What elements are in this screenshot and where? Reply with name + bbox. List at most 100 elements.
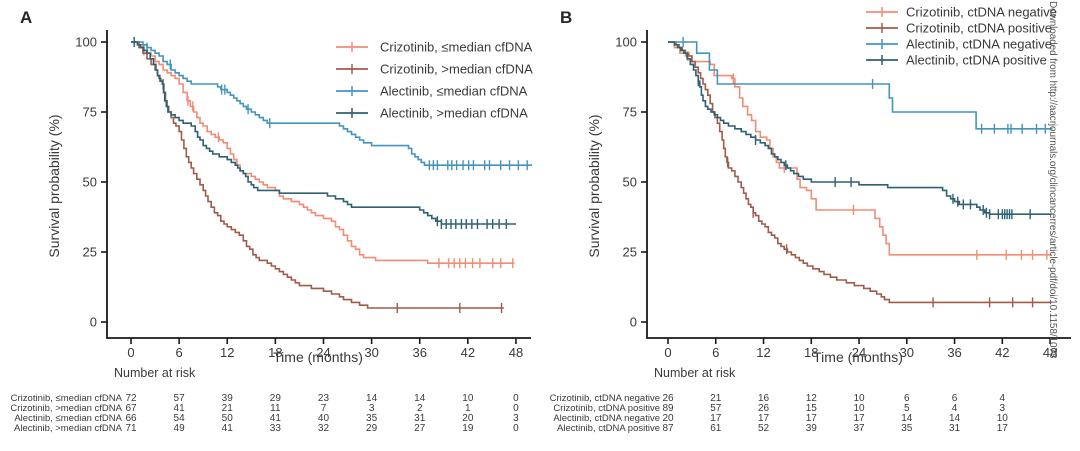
- risk-count: 20: [662, 413, 674, 424]
- risk-count: 19: [462, 423, 474, 434]
- km-curve-1: [668, 41, 1052, 304]
- panel-a-risk-table-heading: Number at risk: [114, 366, 196, 380]
- y-tick-label: 25: [623, 245, 637, 260]
- risk-row-label: Crizotinib, >median cfDNA: [10, 403, 122, 414]
- risk-count: 35: [366, 413, 378, 424]
- risk-row-label: Crizotinib, ctDNA negative: [550, 393, 660, 404]
- axes: [106, 30, 531, 339]
- risk-row-label: Alectinib, ctDNA positive: [557, 423, 660, 434]
- legend-label: Alectinib, ctDNA positive: [906, 53, 1047, 68]
- panel-b: B Survival probability (%) 0 6 12 18 24 30 36 4…: [540, 0, 1080, 451]
- x-tick-label: 18: [268, 345, 282, 360]
- risk-count: 41: [174, 403, 186, 414]
- risk-count: 0: [513, 393, 519, 404]
- risk-count: 21: [710, 393, 722, 404]
- risk-count: 14: [949, 413, 961, 424]
- y-tick-label: 50: [83, 175, 97, 190]
- km-curve-2: [668, 41, 1053, 130]
- risk-count: 6: [904, 393, 910, 404]
- risk-count: 27: [414, 423, 426, 434]
- legend-label: Alectinib, ≤median cfDNA: [380, 84, 528, 99]
- x-tick-label: 0: [127, 345, 134, 360]
- risk-count: 52: [758, 423, 770, 434]
- x-tick-label: 18: [804, 345, 818, 360]
- x-tick-label: 36: [947, 345, 961, 360]
- km-curve-0: [668, 41, 1052, 256]
- risk-count: 87: [662, 423, 674, 434]
- risk-count: 10: [853, 403, 865, 414]
- legend-label: Crizotinib, ≤median cfDNA: [380, 40, 533, 55]
- risk-count: 32: [318, 423, 330, 434]
- risk-count: 7: [321, 403, 327, 414]
- risk-count: 4: [1000, 393, 1006, 404]
- x-tick-label: 30: [900, 345, 914, 360]
- panel-b-risk-table-heading: Number at risk: [654, 366, 736, 380]
- risk-count: 23: [318, 393, 330, 404]
- x-tick-label: 24: [316, 345, 330, 360]
- x-tick-label: 42: [461, 345, 475, 360]
- legend-label: Crizotinib, ctDNA positive: [906, 21, 1052, 36]
- risk-count: 66: [125, 413, 137, 424]
- risk-count: 0: [513, 403, 519, 414]
- risk-count: 35: [901, 423, 913, 434]
- risk-row-label: Crizotinib, ≤median cfDNA: [11, 393, 123, 404]
- x-tick-label: 48: [1043, 345, 1057, 360]
- risk-count: 61: [710, 423, 722, 434]
- y-tick-label: 100: [615, 35, 637, 50]
- risk-count: 40: [318, 413, 330, 424]
- risk-count: 41: [222, 423, 234, 434]
- risk-count: 41: [270, 413, 282, 424]
- x-tick-label: 36: [412, 345, 426, 360]
- y-tick-label: 50: [623, 175, 637, 190]
- risk-count: 26: [758, 403, 770, 414]
- panel-a: A Survival probability (%) 0 6 12 18 24 30 36 4…: [10, 8, 533, 434]
- x-tick-label: 6: [176, 345, 183, 360]
- risk-count: 31: [414, 413, 426, 424]
- risk-count: 50: [222, 413, 234, 424]
- risk-row-label: Alectinib, ≤median cfDNA: [14, 413, 122, 424]
- risk-row-label: Alectinib, >median cfDNA: [14, 423, 123, 434]
- risk-count: 14: [414, 393, 426, 404]
- x-tick-label: 0: [664, 345, 671, 360]
- risk-count: 2: [417, 403, 423, 414]
- risk-count: 3: [513, 413, 519, 424]
- risk-count: 37: [853, 423, 865, 434]
- panel-b-label: B: [560, 8, 573, 27]
- risk-count: 10: [853, 393, 865, 404]
- km-curve-3: [668, 41, 1052, 215]
- risk-count: 11: [270, 403, 281, 414]
- legend-label: Crizotinib, >median cfDNA: [380, 62, 533, 77]
- risk-count: 39: [806, 423, 818, 434]
- risk-row-label: Alectinib, ctDNA negative: [553, 413, 660, 424]
- risk-count: 10: [997, 413, 1009, 424]
- risk-count: 5: [904, 403, 910, 414]
- risk-row-label: Crizotinib, ctDNA positive: [553, 403, 660, 414]
- risk-count: 49: [174, 423, 186, 434]
- risk-count: 17: [758, 413, 770, 424]
- risk-count: 21: [222, 403, 234, 414]
- risk-count: 71: [125, 423, 137, 434]
- legend-label: Alectinib, ctDNA negative: [906, 37, 1052, 52]
- risk-count: 57: [174, 393, 186, 404]
- x-tick-label: 30: [364, 345, 378, 360]
- legend-label: Crizotinib, ctDNA negative: [906, 5, 1057, 20]
- risk-count: 0: [513, 423, 519, 434]
- risk-count: 17: [806, 413, 818, 424]
- axes: [646, 30, 1071, 339]
- risk-count: 15: [806, 403, 818, 414]
- x-tick-label: 12: [756, 345, 770, 360]
- risk-count: 14: [901, 413, 913, 424]
- x-tick-label: 12: [220, 345, 234, 360]
- risk-count: 10: [462, 393, 474, 404]
- x-tick-label: 42: [995, 345, 1009, 360]
- legend-label: Alectinib, >median cfDNA: [380, 106, 528, 121]
- risk-count: 17: [997, 423, 1009, 434]
- risk-count: 57: [710, 403, 722, 414]
- y-tick-label: 75: [623, 105, 637, 120]
- risk-count: 4: [952, 403, 958, 414]
- risk-count: 17: [710, 413, 722, 424]
- risk-count: 16: [758, 393, 770, 404]
- risk-count: 6: [952, 393, 958, 404]
